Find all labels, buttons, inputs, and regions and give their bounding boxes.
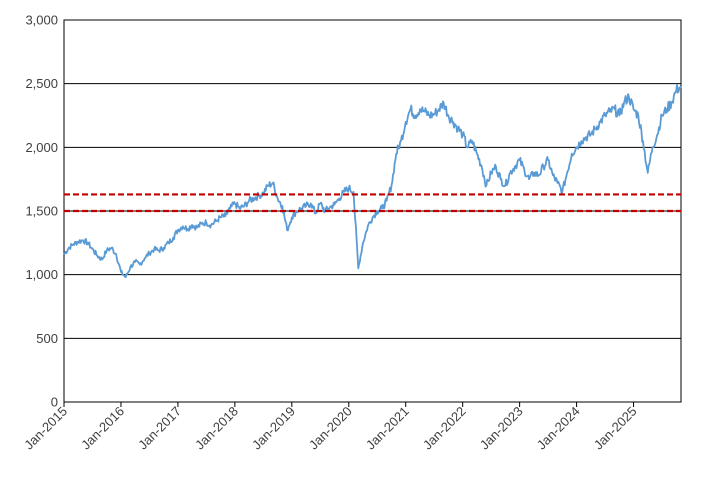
x-tick-label: Jan-2015 bbox=[21, 404, 70, 453]
x-axis-tick-marks bbox=[63, 402, 635, 407]
x-tick-label: Jan-2022 bbox=[420, 404, 469, 453]
x-tick-label: Jan-2023 bbox=[477, 404, 526, 453]
series-lines bbox=[63, 83, 682, 279]
x-axis-tick-labels: Jan-2015 Jan-2016 Jan-2017 Jan-2018 Jan-2019… bbox=[21, 404, 639, 453]
x-tick-label: Jan-2016 bbox=[78, 404, 127, 453]
y-tick-label: 3,000 bbox=[25, 13, 58, 28]
y-axis-tick-labels: 0 500 1,000 1,500 2,000 2,500 3,000 bbox=[25, 13, 58, 410]
x-tick-label: Jan-2021 bbox=[363, 404, 412, 453]
reference-lines bbox=[64, 193, 681, 213]
y-tick-label: 500 bbox=[36, 331, 58, 346]
x-tick-label: Jan-2019 bbox=[249, 404, 298, 453]
y-tick-label: 2,000 bbox=[25, 140, 58, 155]
y-tick-label: 1,000 bbox=[25, 267, 58, 282]
x-tick-label: Jan-2020 bbox=[306, 404, 355, 453]
x-tick-label: Jan-2025 bbox=[591, 404, 640, 453]
y-tick-label: 1,500 bbox=[25, 204, 58, 219]
y-tick-label: 2,500 bbox=[25, 76, 58, 91]
series-line bbox=[63, 83, 682, 279]
x-tick-label: Jan-2024 bbox=[534, 404, 583, 453]
x-tick-label: Jan-2017 bbox=[135, 404, 184, 453]
y-tick-label: 0 bbox=[51, 395, 58, 410]
x-tick-label: Jan-2018 bbox=[192, 404, 241, 453]
